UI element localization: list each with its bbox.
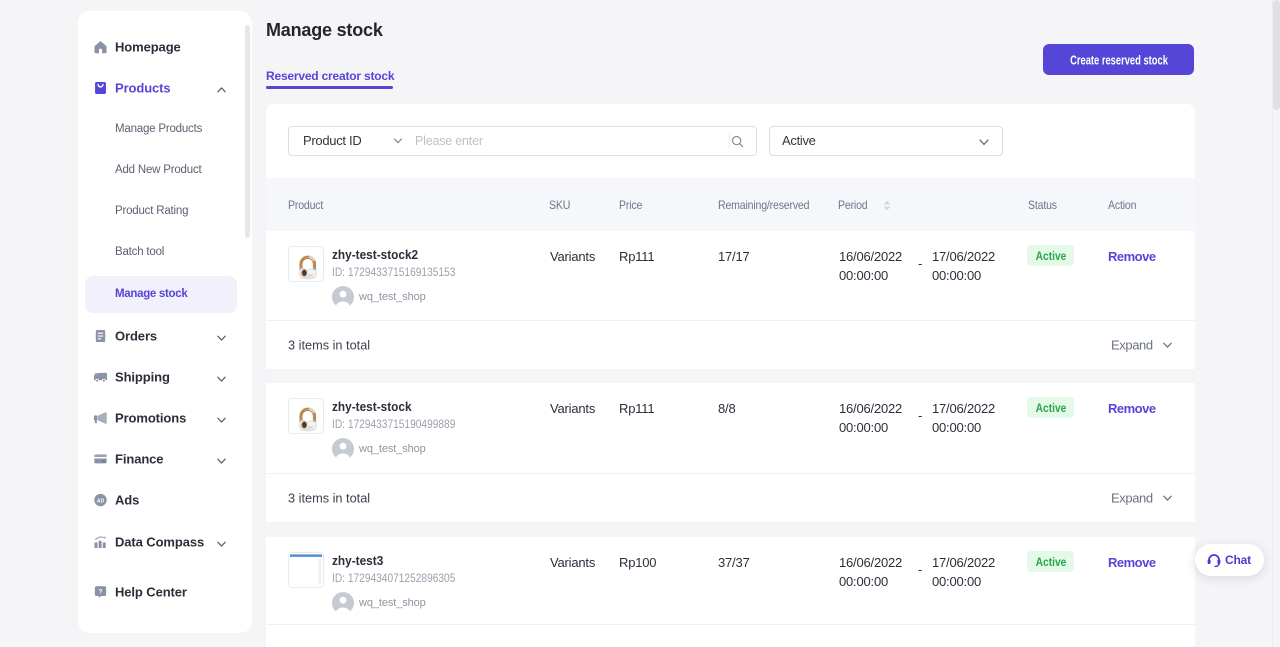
- svg-text:?: ?: [99, 588, 103, 595]
- svg-text:AD: AD: [97, 498, 105, 504]
